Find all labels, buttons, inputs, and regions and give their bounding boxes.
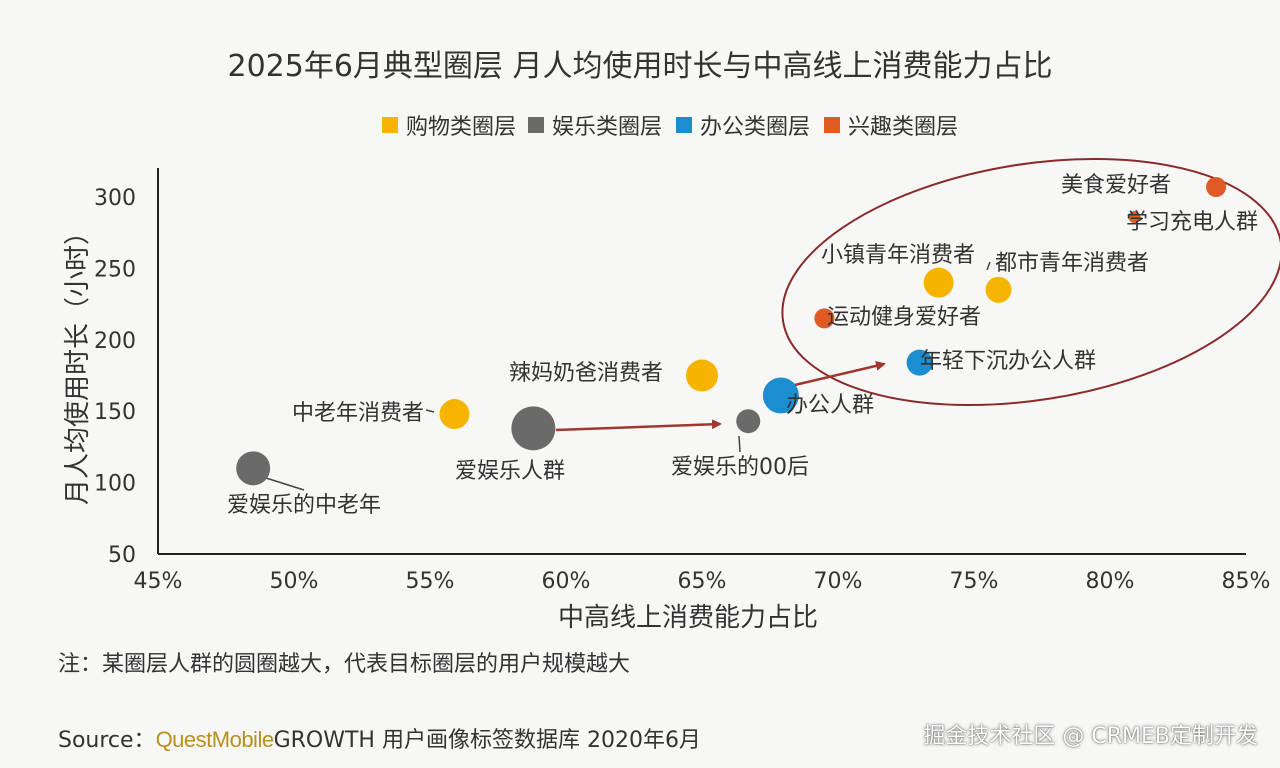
- leader-line-urban-youth: [986, 261, 991, 271]
- chart-note: 注：某圈层人群的圆圈越大，代表目标圈层的用户规模越大: [58, 652, 631, 677]
- data-point-label: 都市青年消费者: [995, 251, 1149, 276]
- y-tick-label: 300: [94, 186, 136, 211]
- y-tick-label: 150: [94, 400, 136, 425]
- y-tick-label: 50: [108, 543, 136, 568]
- source-prefix: Source：: [58, 728, 156, 753]
- leader-line-youth-entertainment: [738, 435, 741, 453]
- legend-swatch-0: [382, 117, 398, 133]
- y-axis-title: 月人均使用时长（小时）: [63, 219, 93, 505]
- y-tick-label: 200: [94, 329, 136, 354]
- data-point: [439, 399, 470, 430]
- data-point-label: 运动健身爱好者: [827, 305, 981, 330]
- highlight-ellipse: [781, 157, 1280, 407]
- legend-label-3: 兴趣类圈层: [848, 115, 958, 140]
- legend-swatch-3: [824, 117, 840, 133]
- legend-label-1: 娱乐类圈层: [552, 115, 662, 140]
- data-point-label: 爱娱乐的中老年: [227, 493, 381, 518]
- data-point-label: 办公人群: [786, 393, 874, 418]
- data-point-label: 辣妈奶爸消费者: [509, 361, 663, 386]
- leader-line-elderly-shopper: [425, 409, 435, 413]
- data-point: [814, 308, 835, 329]
- data-point-label: 年轻下沉办公人群: [920, 349, 1096, 374]
- data-point: [985, 276, 1012, 303]
- data-point: [236, 451, 271, 486]
- x-tick-labels: 45% 50% 55% 60% 65% 70% 75% 80% 85%: [134, 569, 1271, 594]
- watermark: 掘金技术社区 @ CRMEB定制开发: [923, 724, 1258, 749]
- leader-line-elderly-entertainment: [265, 477, 305, 491]
- leader-lines: [265, 261, 991, 491]
- data-point: [762, 377, 799, 414]
- data-point-label: 中老年消费者: [292, 401, 424, 426]
- data-points: [236, 177, 1227, 486]
- x-tick-label: 45%: [134, 569, 183, 594]
- x-tick-label: 70%: [814, 569, 863, 594]
- legend-swatch-1: [528, 117, 544, 133]
- trend-arrow-office: [781, 360, 886, 390]
- y-tick-label: 250: [94, 257, 136, 282]
- data-point: [686, 359, 718, 392]
- x-tick-label: 55%: [406, 569, 455, 594]
- y-tick-label: 100: [94, 472, 136, 497]
- data-point-label: 小镇青年消费者: [821, 243, 975, 268]
- data-point-label: 学习充电人群: [1126, 210, 1258, 235]
- legend: 购物类圈层 娱乐类圈层 办公类圈层 兴趣类圈层: [382, 115, 958, 140]
- source-rest: GROWTH 用户画像标签数据库 2020年6月: [273, 728, 701, 753]
- y-tick-labels: 50 100 150 200 250 300: [94, 186, 136, 568]
- x-tick-label: 80%: [1086, 569, 1135, 594]
- trend-arrow-entertainment: [555, 419, 722, 432]
- x-tick-label: 75%: [950, 569, 999, 594]
- data-point: [1206, 177, 1227, 198]
- x-axis-title: 中高线上消费能力占比: [558, 603, 818, 633]
- legend-label-0: 购物类圈层: [406, 115, 516, 140]
- data-point: [736, 409, 761, 434]
- x-tick-label: 85%: [1222, 569, 1271, 594]
- x-tick-label: 50%: [270, 569, 319, 594]
- data-point-label: 爱娱乐的00后: [671, 455, 809, 480]
- x-tick-label: 65%: [678, 569, 727, 594]
- data-point: [923, 267, 954, 298]
- legend-swatch-2: [676, 117, 692, 133]
- data-point: [1128, 210, 1141, 223]
- data-point-label: 爱娱乐人群: [455, 459, 565, 484]
- chart-title: 2025年6月典型圈层 月人均使用时长与中高线上消费能力占比: [228, 49, 1053, 84]
- source-brand: QuestMobile: [155, 727, 275, 752]
- data-point: [511, 406, 556, 451]
- source-line: Source：QuestMobileGROWTH 用户画像标签数据库 2020年…: [58, 722, 701, 754]
- data-point-label: 美食爱好者: [1061, 173, 1171, 198]
- legend-label-2: 办公类圈层: [700, 115, 810, 140]
- x-tick-label: 60%: [542, 569, 591, 594]
- data-point: [906, 349, 933, 376]
